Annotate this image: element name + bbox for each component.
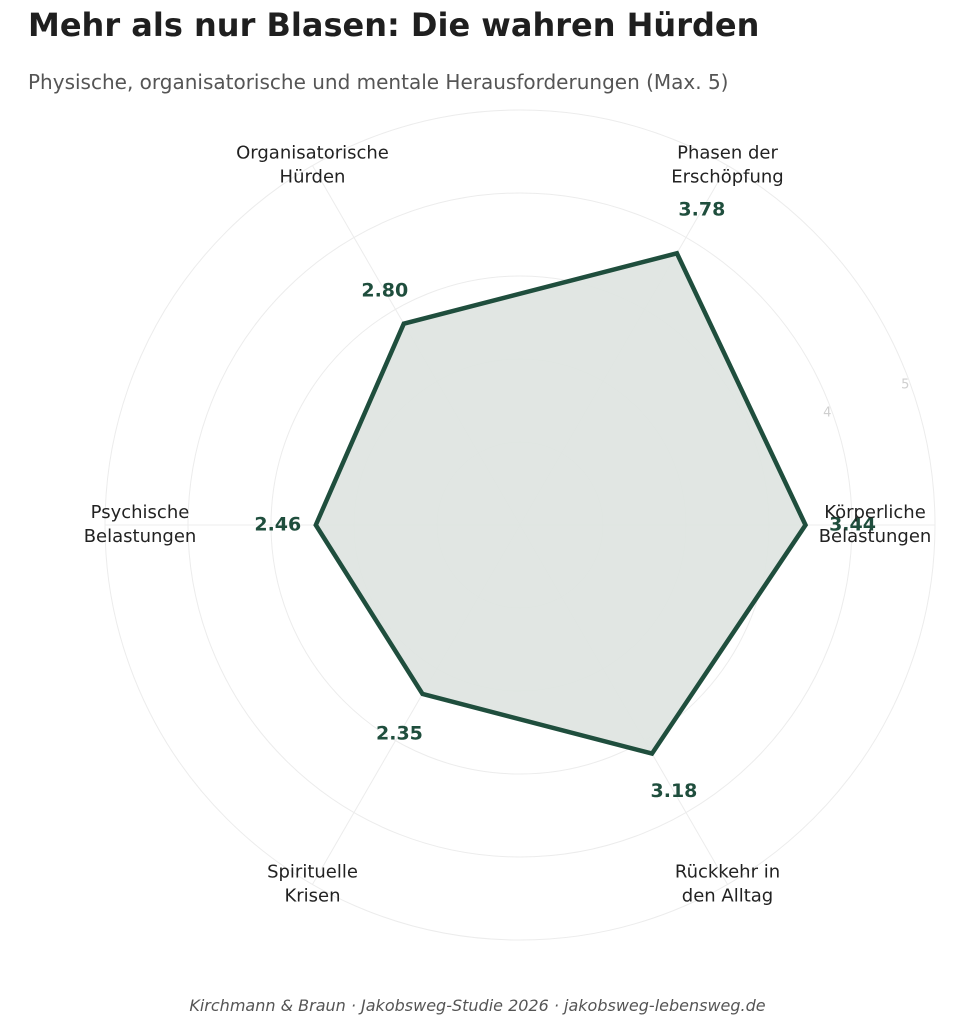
tick-label: 4 bbox=[823, 406, 831, 421]
category-label-line: den Alltag bbox=[682, 885, 773, 906]
radar-labels: 4 5 3.44 3.78 2.80 2.46 2.35 3.18 Körperliche Bel… bbox=[84, 143, 932, 907]
category-label-line: Belastungen bbox=[84, 526, 197, 547]
data-value-label: 3.18 bbox=[651, 780, 698, 802]
chart-subtitle: Physische, organisatorische und mentale … bbox=[28, 70, 729, 94]
category-label: Körperliche Belastungen bbox=[819, 502, 932, 547]
series-polygon bbox=[313, 250, 809, 757]
category-label-line: Erschöpfung bbox=[671, 167, 783, 188]
data-value-label: 2.46 bbox=[254, 514, 301, 536]
category-label: Rückkehr in den Alltag bbox=[675, 861, 780, 906]
category-label: Organisatorische Hürden bbox=[236, 143, 389, 188]
data-value-label: 3.78 bbox=[678, 198, 725, 220]
tick-label: 5 bbox=[901, 377, 909, 392]
data-value-label: 2.35 bbox=[376, 722, 423, 744]
category-label-line: Spirituelle bbox=[267, 861, 358, 882]
category-label: Psychische Belastungen bbox=[84, 502, 197, 547]
category-label-line: Krisen bbox=[284, 885, 340, 906]
chart-title: Mehr als nur Blasen: Die wahren Hürden bbox=[28, 6, 760, 44]
category-label-line: Organisatorische bbox=[236, 143, 389, 164]
category-label: Phasen der Erschöpfung bbox=[671, 143, 783, 188]
category-label-line: Hürden bbox=[280, 167, 346, 188]
category-label: Spirituelle Krisen bbox=[267, 861, 358, 906]
category-label-line: Belastungen bbox=[819, 526, 932, 547]
category-label-line: Körperliche bbox=[824, 502, 926, 523]
source-footer: Kirchmann & Braun · Jakobsweg-Studie 202… bbox=[189, 996, 766, 1015]
radar-series bbox=[313, 250, 809, 757]
data-value-label: 3.44 bbox=[829, 514, 876, 536]
category-label-line: Phasen der bbox=[677, 143, 778, 164]
data-value-label: 2.80 bbox=[361, 279, 408, 301]
category-label-line: Psychische bbox=[91, 502, 190, 523]
category-label-line: Rückkehr in bbox=[675, 861, 780, 882]
